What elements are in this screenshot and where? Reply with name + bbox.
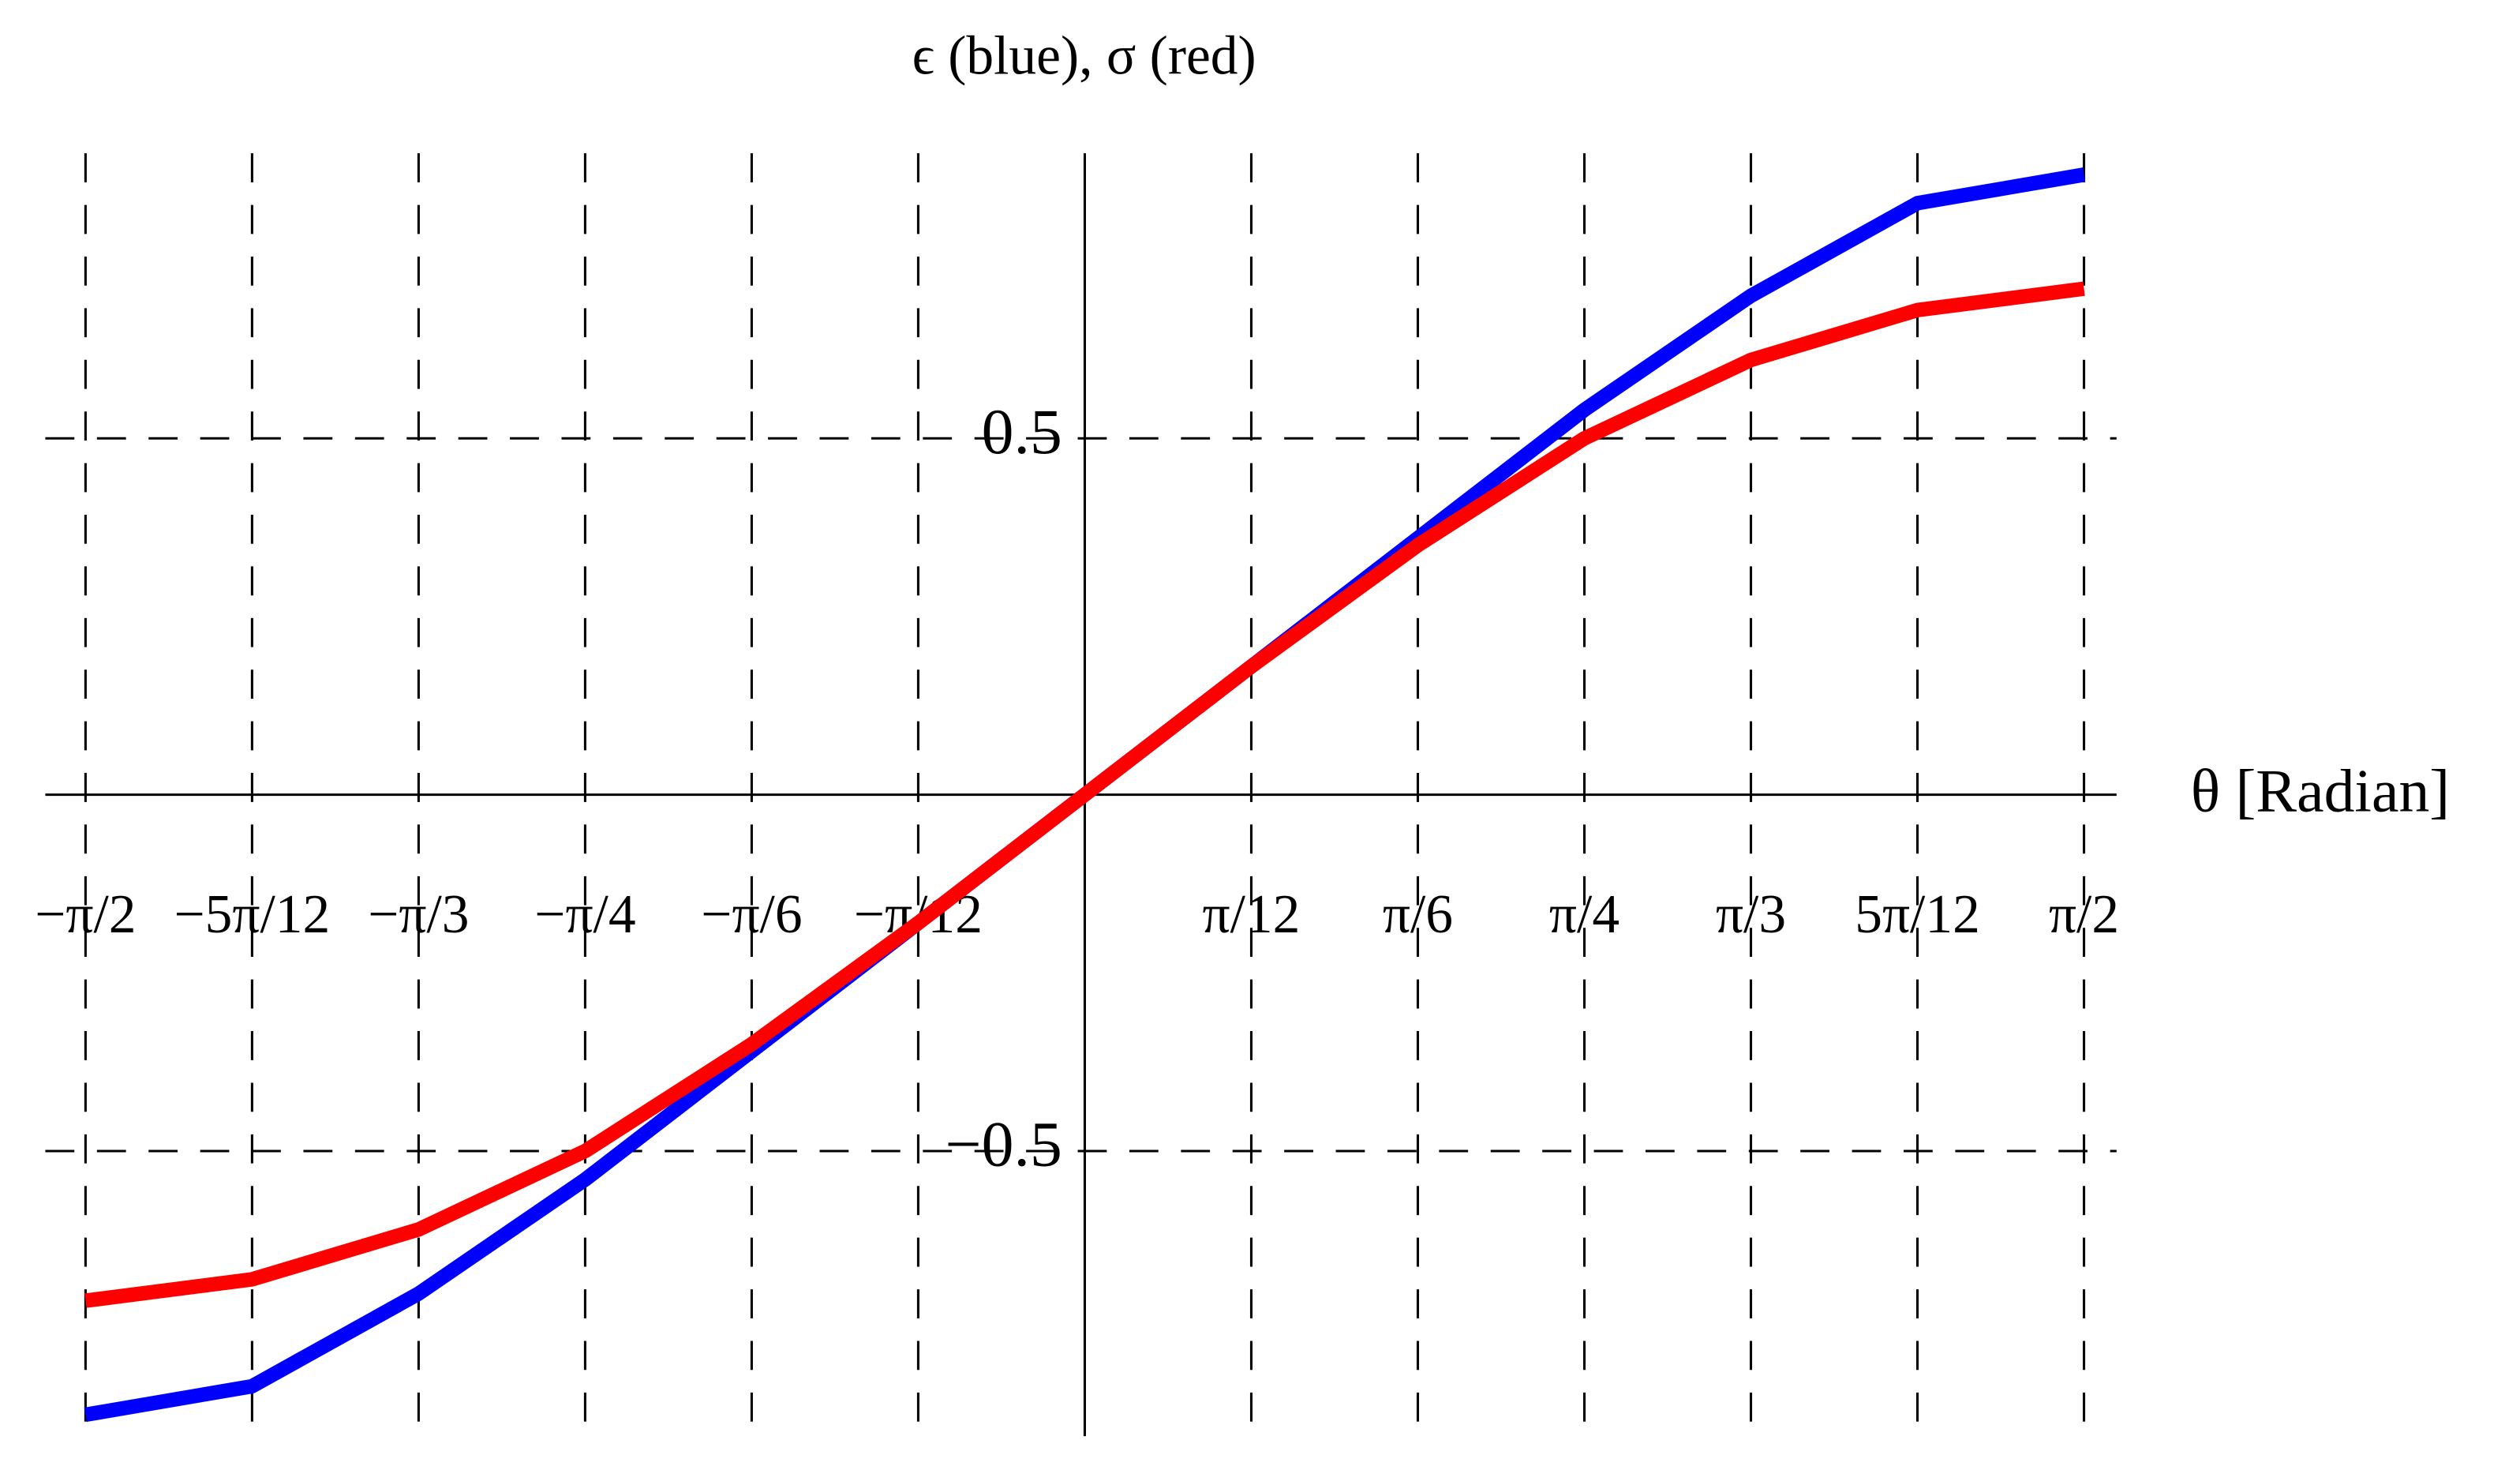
x-axis-label: θ [Radian] bbox=[2191, 757, 2450, 825]
x-tick-label: −π/4 bbox=[534, 884, 635, 945]
x-tick-label: −π/3 bbox=[368, 884, 469, 945]
x-tick-label: π/6 bbox=[1383, 884, 1453, 945]
x-tick-label: −π/2 bbox=[35, 884, 136, 945]
x-tick-label: π/12 bbox=[1203, 884, 1301, 945]
x-tick-label: π/2 bbox=[2049, 884, 2119, 945]
series-line bbox=[84, 281, 2085, 1308]
y-tick-label: 0.5 bbox=[982, 396, 1062, 467]
x-tick-label: π/4 bbox=[1549, 884, 1619, 945]
x-tick-label: 5π/12 bbox=[1855, 884, 1980, 945]
x-tick-label: −π/6 bbox=[701, 884, 802, 945]
x-tick-label: −5π/12 bbox=[174, 884, 330, 945]
x-tick-label: π/3 bbox=[1716, 884, 1786, 945]
chart-title: ϵ (blue), σ (red) bbox=[912, 26, 1256, 87]
y-tick-label: −0.5 bbox=[945, 1108, 1062, 1180]
